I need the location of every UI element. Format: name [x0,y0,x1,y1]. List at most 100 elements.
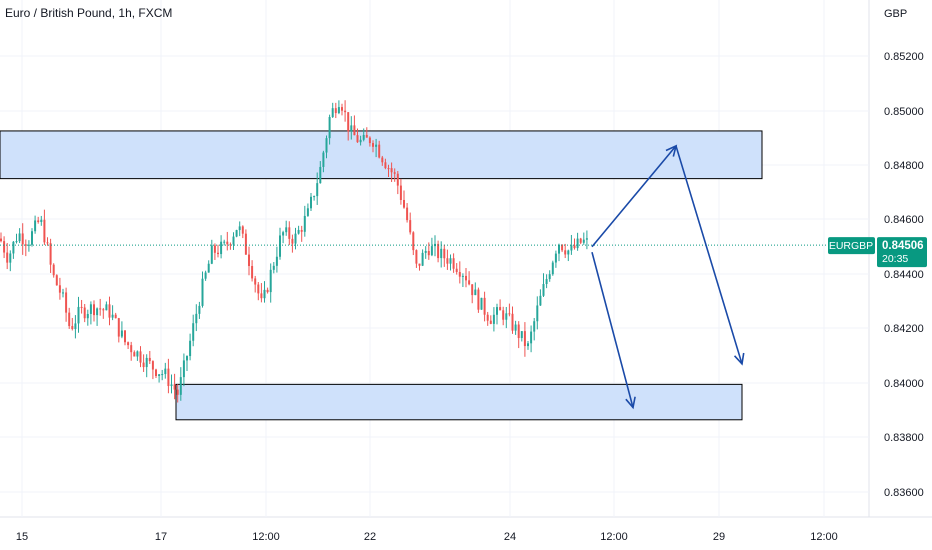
candle-body [313,196,316,198]
candle-body [12,241,15,254]
candle-body [198,305,201,314]
candle-body [130,345,133,353]
price-zone [175,383,743,421]
chart-title: Euro / British Pound, 1h, FXCM [5,6,172,20]
candle-body [353,125,356,136]
candle-body [257,284,260,294]
candle-body [499,307,502,311]
candle-body [80,306,83,308]
candle-body [226,241,229,245]
candle-body [55,275,58,286]
candle-body [244,233,247,255]
candle-body [337,107,340,114]
candle-body [102,309,105,311]
time-tick-label: 12:00 [810,531,838,543]
candle-body [548,274,551,280]
candle-body [384,162,387,169]
candle-body [427,250,430,256]
candle-body [133,352,136,357]
candle-body [421,252,424,266]
candle-body [27,244,30,246]
candle-body [3,241,6,253]
candle-body [331,108,334,117]
candle-body [291,238,294,244]
candle-body [372,143,374,147]
candle-body [310,196,312,209]
candle-body [316,183,319,197]
candle-body [40,219,43,223]
candle-body [275,256,278,266]
candle-body [359,139,362,143]
candle-body [223,241,226,243]
candle-body [523,331,526,347]
candle-body [220,241,223,255]
candle-body [263,289,266,299]
candle-body [105,304,108,311]
candle-body [189,340,192,357]
candle-body [328,116,331,139]
candle-body [279,235,281,257]
candle-body [46,242,49,244]
price-tick-label: 0.84400 [884,269,924,281]
candle-body [251,266,254,279]
candle-body [108,304,111,318]
candle-body [117,318,120,337]
candle-body [452,258,455,269]
candle-body [21,233,24,245]
candle-body [238,226,241,231]
candle-body [282,232,285,236]
candle-body [0,238,2,242]
candle-body [89,304,92,314]
candle-body [111,314,114,318]
candle-body [502,310,505,320]
candle-body [114,314,117,319]
candle-body [77,306,80,324]
candle-body [437,243,440,259]
candle-body [356,135,359,143]
candle-body [403,199,405,208]
candle-body [9,253,12,263]
candle-body [570,245,573,251]
candle-body [269,269,272,293]
candle-body [182,360,185,378]
candle-body [585,238,588,240]
candle-body [409,220,412,233]
candle-body [161,374,164,376]
time-tick-label: 12:00 [600,531,628,543]
candle-body [229,244,232,246]
candle-body [477,289,480,310]
candle-body [297,229,300,234]
candle-body [517,324,520,339]
candle-body [567,250,570,255]
candle-body [378,144,381,158]
candle-body [536,305,539,322]
arrow-line [591,251,634,408]
candle-body [440,248,443,259]
candle-body [551,262,554,275]
candle-body [393,172,396,174]
candle-body [508,313,511,315]
candle-body [192,323,195,341]
candle-body [520,331,523,339]
candle-body [62,292,64,294]
candle-body [83,307,86,319]
candle-body [468,280,471,285]
candle-body [539,295,542,306]
candle-body [582,239,585,243]
time-axis-labels: 15 17 12:00 22 24 12:00 29 12:00 [16,531,838,543]
candle-body [381,157,384,163]
candle-body [254,278,257,285]
candle-body [573,245,576,249]
symbol-badge [828,237,875,255]
candle-body [18,233,21,242]
candle-body [455,268,458,272]
candle-body [505,313,508,320]
candle-body [235,230,238,237]
candle-body [142,362,145,368]
projection-arrows [591,144,745,410]
candle-body [201,278,204,306]
candle-body [260,293,263,299]
candle-body [344,110,347,113]
candle-body [530,331,533,344]
